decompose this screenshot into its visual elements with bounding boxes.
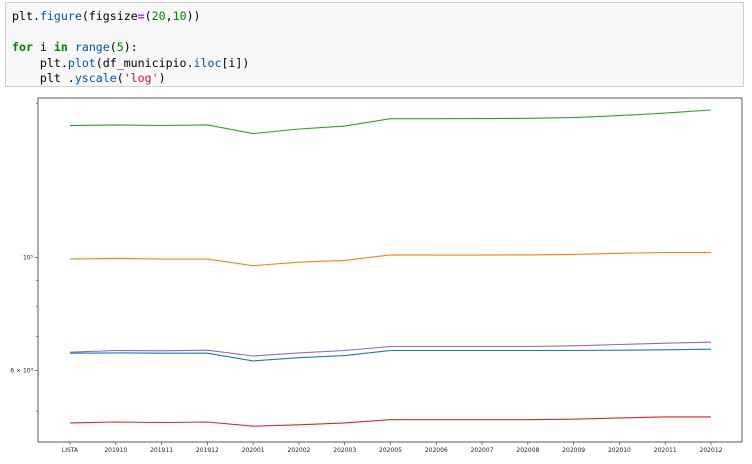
- code-token: range: [74, 40, 110, 55]
- code-cell-input[interactable]: plt.figure(figsize=(20,10)) for i in ran…: [5, 2, 744, 87]
- code-token: [i]): [221, 55, 250, 70]
- code-token: plt .: [12, 71, 75, 86]
- code-token: figure: [39, 9, 82, 23]
- code-token: plt: [12, 55, 61, 70]
- code-line: plt.figure(figsize=(20,10)): [12, 9, 249, 25]
- code-token: 20: [151, 9, 166, 23]
- code-token: plt: [12, 9, 33, 23]
- x-tick-label: 202003: [333, 447, 356, 454]
- code-token: 5: [116, 40, 124, 55]
- series-line-2: [69, 109, 712, 135]
- code-line: plt .yscale('log'): [12, 71, 249, 87]
- code-token: ):: [123, 40, 138, 55]
- code-token: .: [60, 55, 68, 70]
- y-tick-label: 6 × 10⁴: [10, 368, 33, 375]
- x-tick-label: 202005: [379, 447, 402, 454]
- code-token: (figsize: [81, 9, 138, 23]
- x-tick-label: 202008: [516, 447, 539, 454]
- code-token: in: [53, 40, 68, 55]
- code-line: for i in range(5):: [12, 40, 249, 56]
- x-tick-label: 201910: [104, 447, 127, 454]
- x-tick-label: 202002: [287, 447, 310, 454]
- x-tick-label: 201912: [196, 447, 219, 454]
- x-tick-label: 202012: [700, 447, 723, 454]
- code-token: plot: [67, 55, 96, 70]
- code-token: [68, 40, 75, 54]
- y-tick-label: 10⁵: [23, 254, 34, 261]
- code-token: yscale: [74, 71, 117, 86]
- plot-frame: [37, 97, 743, 443]
- code-token: for: [12, 40, 33, 55]
- output-area: LISTA 201910 201911 201912 202001 202002 20200…: [0, 92, 752, 460]
- code-line: plt.plot(df_municipio.iloc[i]): [12, 56, 249, 72]
- x-tick-label: 202009: [562, 447, 585, 454]
- series-line-3: [69, 416, 711, 427]
- code-editor[interactable]: plt.figure(figsize=(20,10)) for i in ran…: [12, 9, 249, 87]
- code-token: iloc: [193, 55, 222, 70]
- code-token: i: [32, 40, 54, 55]
- code-token: 10: [172, 9, 187, 23]
- x-tick-label: 202006: [425, 447, 448, 454]
- code-token: .: [32, 9, 40, 23]
- code-token: )): [186, 9, 201, 23]
- code-line: [12, 25, 249, 41]
- series-line-4: [69, 341, 712, 357]
- code-token: =: [137, 9, 145, 23]
- code-token: .: [186, 55, 194, 70]
- series-line-1: [69, 251, 711, 267]
- x-tick-label: 201911: [150, 447, 173, 454]
- x-tick-label: 202011: [654, 447, 677, 454]
- x-tick-label: 202010: [608, 447, 631, 454]
- x-tick-label: 202007: [471, 447, 494, 454]
- x-tick-label: LISTA: [62, 447, 79, 454]
- x-tick-label: 202001: [242, 447, 265, 454]
- code-token: 'log': [123, 71, 159, 86]
- code-token: (: [116, 71, 124, 86]
- code-token: (: [144, 9, 152, 23]
- series-line-0: [69, 348, 712, 362]
- code-token: ): [158, 71, 166, 86]
- code-token: (: [109, 40, 117, 55]
- line-chart: LISTA 201910 201911 201912 202001 202002 20200…: [10, 97, 743, 454]
- code-token: ,: [165, 9, 173, 23]
- code-token: (df_municipio: [95, 55, 187, 70]
